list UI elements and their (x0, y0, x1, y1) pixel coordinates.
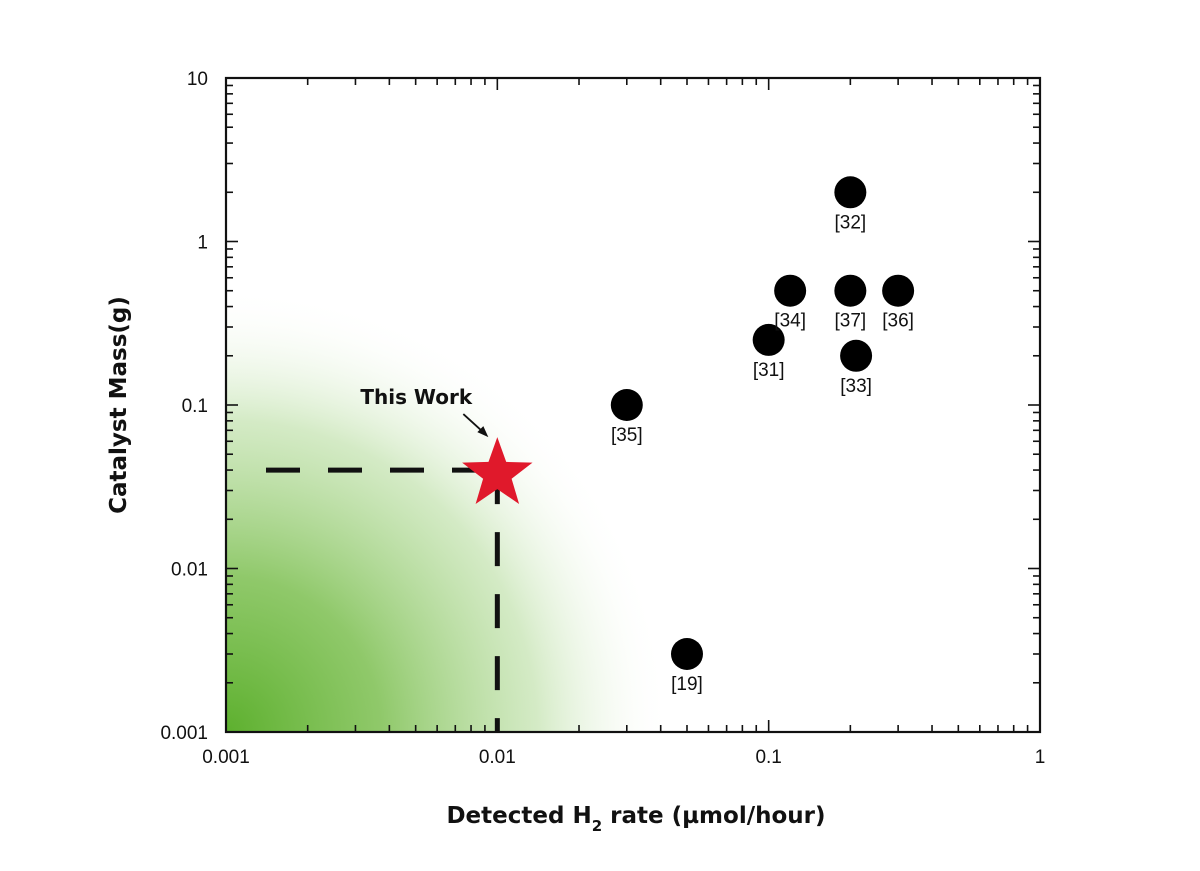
point-label: [32] (834, 212, 866, 233)
point-label: [34] (774, 311, 806, 332)
point-label: [31] (753, 360, 785, 381)
plot-area: [32] [34] [37] [36] [31] [33] [35] [19] This Wor… (224, 76, 1042, 734)
point-label: [35] (611, 425, 643, 446)
data-points (462, 176, 915, 670)
data-point (774, 274, 807, 307)
guide-lines (266, 467, 500, 732)
plot-frame (224, 76, 1042, 734)
x-tick-label: 0.01 (479, 747, 516, 768)
data-point (882, 274, 915, 307)
y-axis-title: Catalyst Mass(g) (106, 296, 132, 514)
point-label: [19] (671, 674, 703, 695)
x-tick-label: 0.001 (202, 747, 250, 768)
x-tick-label: 1 (1035, 747, 1046, 768)
point-label: [33] (840, 376, 872, 397)
y-tick-label: 0.1 (182, 396, 208, 417)
data-point (840, 339, 873, 372)
x-axis-title: Detected H2 rate (µmol/hour) (446, 803, 825, 835)
annotation-label: This Work (360, 385, 473, 409)
data-point (752, 323, 785, 356)
y-tick-label: 10 (187, 69, 208, 90)
y-tick-label: 0.001 (160, 723, 208, 744)
point-labels: [32] [34] [37] [36] [31] [33] [35] [19] This Wor… (360, 212, 914, 695)
annotation-arrow-head (477, 426, 489, 438)
point-label: [36] (882, 311, 914, 332)
x-tick-label: 0.1 (755, 747, 781, 768)
star-marker (462, 437, 533, 504)
axis-ticks (226, 78, 1040, 732)
data-point (834, 176, 867, 209)
data-point (610, 389, 643, 421)
y-tick-labels: 0.001 0.01 0.1 1 10 (160, 69, 208, 744)
y-tick-label: 0.01 (171, 560, 208, 581)
data-point (834, 274, 867, 307)
point-label: [37] (834, 311, 866, 332)
y-tick-label: 1 (197, 233, 208, 254)
x-tick-labels: 0.001 0.01 0.1 1 (202, 747, 1045, 768)
data-point (670, 637, 703, 670)
